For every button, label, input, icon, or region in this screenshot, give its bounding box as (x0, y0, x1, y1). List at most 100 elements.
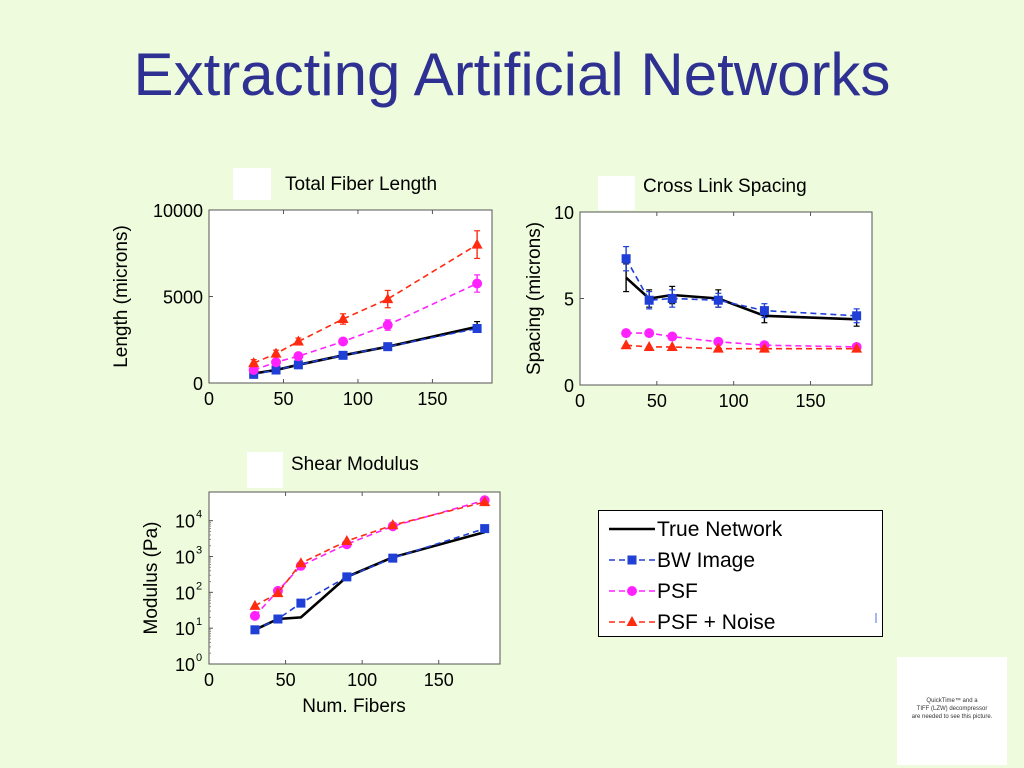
series-bw (250, 524, 490, 635)
legend-swatch-marker (627, 555, 637, 565)
data-point (248, 357, 260, 368)
legend-label: PSF (657, 580, 698, 603)
quicktime-line-2: TIFF (LZW) decompressor (916, 706, 988, 712)
series-psf (248, 274, 483, 376)
quicktime-placeholder: QuickTime™ and a TIFF (LZW) decompressor… (897, 657, 1007, 765)
plot-area (579, 211, 873, 386)
x-tick-label: 150 (424, 670, 454, 690)
y-axis-label: Length (microns) (111, 225, 132, 368)
y-tick-label: 10 (554, 203, 574, 223)
modulus-chart-panel: Shear Modulus 0 50 100 150 10 0 10 1 10 2 10 3 10 4 Mod… (135, 448, 505, 728)
title-white-box (247, 452, 283, 488)
spacing-chart-panel: Cross Link Spacing 0 50 100 150 0 5 10 Spacing (… (518, 168, 888, 433)
data-point (388, 553, 398, 563)
data-point (270, 347, 282, 358)
data-point (337, 312, 349, 323)
y-tick-label: 10000 (153, 201, 203, 221)
title-white-box (233, 168, 271, 200)
chart-legend: True Network BW Image PSF PSF + Noise (598, 510, 883, 637)
spacing-chart: Cross Link Spacing 0 50 100 150 0 5 10 Spacing (… (524, 176, 873, 411)
data-point (621, 254, 631, 264)
data-point (341, 535, 353, 546)
length-chart-panel: Total Fiber Length 0 50 100 150 0 5000 10000 Len… (105, 160, 505, 435)
data-point (295, 557, 307, 568)
series-line (625, 276, 857, 321)
quicktime-notice: QuickTime™ and a TIFF (LZW) decompressor… (897, 697, 1007, 721)
data-point (249, 610, 260, 621)
quicktime-line-3: are needed to see this picture. (911, 714, 993, 720)
y-tick-label: 0 (193, 374, 203, 394)
y-tick-exponent: 2 (196, 580, 202, 592)
y-tick-exponent: 3 (196, 545, 202, 557)
x-tick-label: 100 (719, 391, 749, 411)
legend-label: True Network (657, 518, 783, 541)
data-point (472, 278, 483, 289)
legend-label: BW Image (657, 549, 755, 572)
legend-svg: True Network BW Image PSF PSF + Noise (609, 518, 877, 634)
x-tick-label: 50 (276, 670, 296, 690)
data-point (713, 336, 724, 347)
data-point (667, 331, 678, 342)
data-point (759, 306, 769, 316)
y-tick-label: 10 (175, 512, 195, 532)
y-tick-exponent: 1 (196, 616, 202, 628)
title-white-box (598, 176, 635, 210)
y-axis-label: Spacing (microns) (524, 222, 545, 375)
data-point (338, 336, 349, 347)
data-point (713, 295, 723, 305)
series-bw (621, 245, 862, 324)
data-point (272, 587, 284, 598)
y-tick-label: 10 (175, 548, 195, 568)
chart-title: Shear Modulus (291, 454, 419, 475)
data-point (296, 598, 306, 608)
length-chart: Total Fiber Length 0 50 100 150 0 5000 10000 Len… (111, 168, 493, 409)
data-point (667, 294, 677, 303)
legend-label: PSF + Noise (657, 611, 775, 634)
data-point (271, 365, 281, 375)
legend-item-bw: BW Image (609, 549, 755, 572)
y-tick-label: 5 (564, 290, 574, 310)
data-point (758, 342, 770, 353)
series-line (626, 332, 857, 348)
y-tick-exponent: 4 (196, 509, 202, 521)
legend-item-noise: PSF + Noise (609, 611, 775, 634)
x-tick-label: 100 (343, 389, 373, 409)
data-point (271, 357, 282, 368)
legend-swatch-marker (626, 616, 638, 626)
series-noise (249, 496, 491, 610)
data-point (851, 342, 863, 353)
quicktime-line-1: QuickTime™ and a (926, 698, 978, 704)
legend-item-true: True Network (609, 518, 783, 541)
x-axis-label: Num. Fibers (302, 696, 405, 717)
data-point (293, 360, 303, 370)
legend-item-psf: PSF (609, 580, 698, 603)
data-point (480, 524, 490, 534)
series-noise (620, 339, 863, 353)
data-point (644, 295, 654, 305)
data-point (621, 328, 632, 339)
series-line (254, 499, 485, 617)
x-tick-label: 150 (417, 389, 447, 409)
chart-title: Cross Link Spacing (643, 176, 807, 197)
x-tick-label: 100 (347, 670, 377, 690)
data-point (293, 351, 304, 362)
legend-swatch-marker (627, 586, 637, 596)
data-point (387, 519, 399, 530)
series-noise (248, 230, 483, 368)
x-tick-label: 0 (204, 389, 214, 409)
data-point (273, 614, 283, 624)
chart-title: Total Fiber Length (285, 174, 437, 195)
series-line (253, 282, 478, 371)
series-line (625, 258, 857, 317)
y-axis-label: Modulus (Pa) (141, 522, 162, 635)
data-point (479, 496, 491, 507)
y-tick-label: 0 (564, 376, 574, 396)
series-line (626, 344, 857, 350)
data-point (383, 342, 393, 352)
data-point (382, 320, 393, 331)
data-point (712, 342, 724, 353)
x-tick-label: 0 (575, 391, 585, 411)
data-point (248, 365, 259, 376)
data-point (471, 238, 483, 249)
